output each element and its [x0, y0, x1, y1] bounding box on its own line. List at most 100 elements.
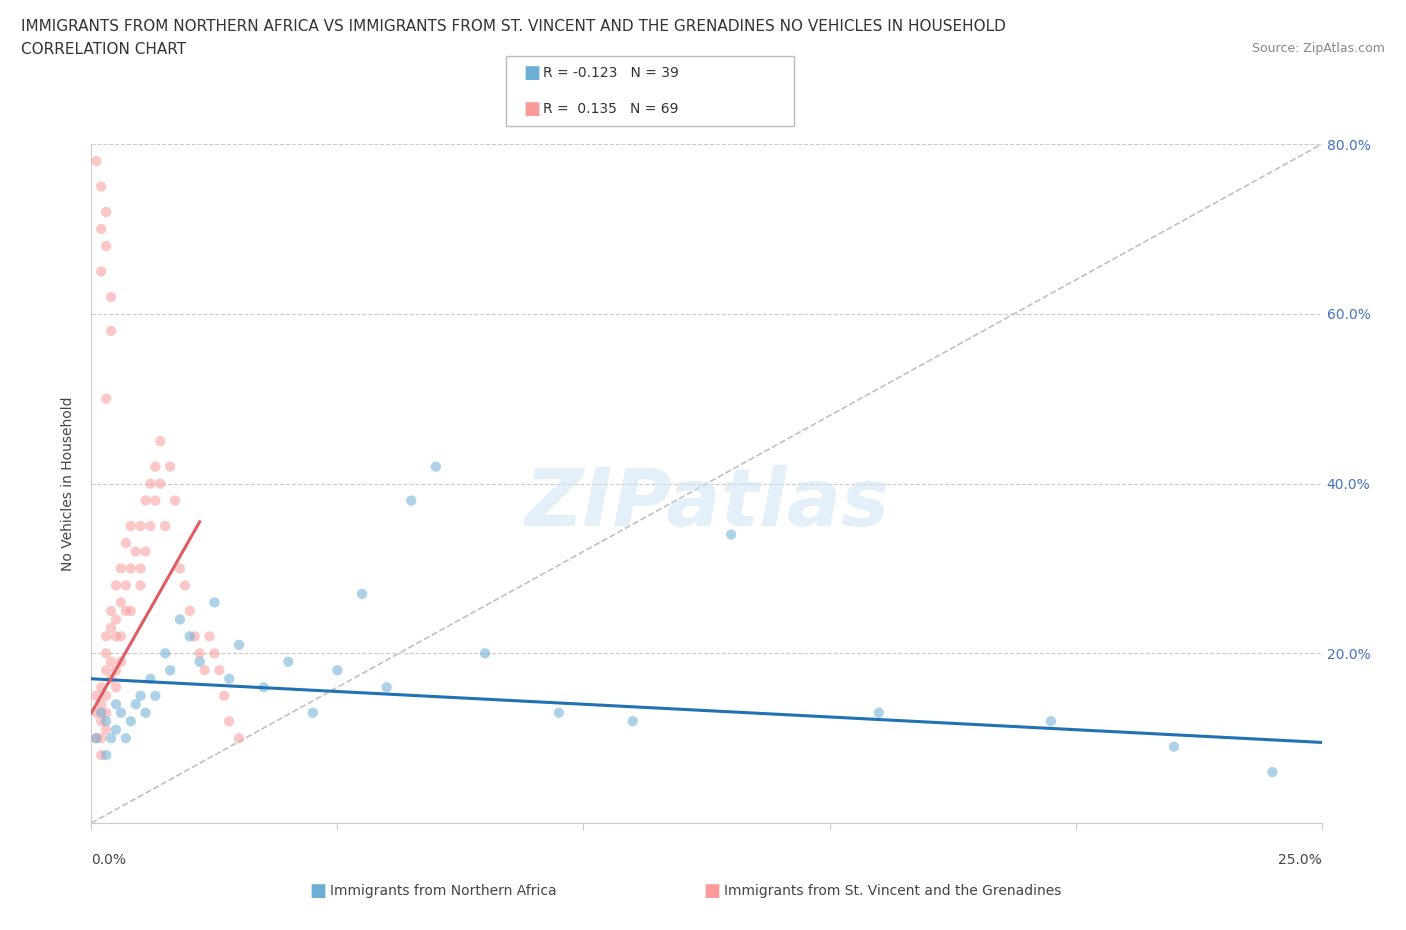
Point	[129, 561, 152, 576]
Point	[120, 714, 142, 729]
Point	[129, 578, 152, 593]
Point	[218, 714, 240, 729]
Text: ■: ■	[523, 100, 540, 118]
Point	[86, 731, 108, 746]
Point	[188, 655, 211, 670]
Point	[100, 324, 122, 339]
Text: ■: ■	[523, 63, 540, 82]
Text: CORRELATION CHART: CORRELATION CHART	[21, 42, 186, 57]
Point	[868, 705, 890, 720]
Point	[149, 476, 172, 491]
Text: Immigrants from Northern Africa: Immigrants from Northern Africa	[330, 884, 557, 898]
Point	[720, 527, 742, 542]
Point	[114, 536, 138, 551]
Point	[90, 221, 112, 236]
Point	[114, 604, 138, 618]
Point	[124, 697, 146, 711]
Point	[96, 646, 117, 661]
Point	[120, 604, 142, 618]
Point	[105, 723, 127, 737]
Point	[96, 705, 117, 720]
Point	[100, 731, 122, 746]
Text: Immigrants from St. Vincent and the Grenadines: Immigrants from St. Vincent and the Gren…	[724, 884, 1062, 898]
Point	[188, 646, 211, 661]
Point	[228, 637, 250, 652]
Point	[1039, 714, 1063, 729]
Point	[474, 646, 496, 661]
Point	[218, 671, 240, 686]
Text: R =  0.135   N = 69: R = 0.135 N = 69	[543, 101, 678, 116]
Point	[139, 476, 162, 491]
Point	[326, 663, 349, 678]
Point	[208, 663, 231, 678]
Point	[110, 705, 132, 720]
Point	[179, 604, 201, 618]
Point	[96, 205, 117, 219]
Point	[547, 705, 569, 720]
Point	[110, 561, 132, 576]
Point	[105, 663, 127, 678]
Point	[120, 561, 142, 576]
Point	[110, 655, 132, 670]
Point	[1163, 739, 1185, 754]
Point	[135, 705, 156, 720]
Text: 25.0%: 25.0%	[1278, 853, 1322, 868]
Point	[90, 731, 112, 746]
Y-axis label: No Vehicles in Household: No Vehicles in Household	[62, 396, 76, 571]
Point	[352, 587, 374, 602]
Point	[277, 655, 299, 670]
Point	[159, 663, 181, 678]
Point	[90, 680, 112, 695]
Text: ZIPatlas: ZIPatlas	[524, 465, 889, 543]
Text: ■: ■	[309, 882, 326, 900]
Point	[90, 705, 112, 720]
Point	[149, 433, 172, 448]
Point	[129, 519, 152, 534]
Point	[301, 705, 323, 720]
Point	[96, 688, 117, 703]
Point	[1261, 764, 1284, 779]
Point	[135, 544, 156, 559]
Point	[90, 748, 112, 763]
Point	[120, 519, 142, 534]
Point	[90, 264, 112, 279]
Text: R = -0.123   N = 39: R = -0.123 N = 39	[543, 65, 679, 80]
Point	[96, 629, 117, 644]
Point	[110, 629, 132, 644]
Point	[169, 612, 191, 627]
Point	[159, 459, 181, 474]
Point	[86, 731, 108, 746]
Point	[183, 629, 207, 644]
Point	[96, 714, 117, 729]
Point	[228, 731, 250, 746]
Text: Source: ZipAtlas.com: Source: ZipAtlas.com	[1251, 42, 1385, 55]
Point	[153, 519, 177, 534]
Point	[174, 578, 197, 593]
Point	[202, 646, 225, 661]
Point	[124, 544, 146, 559]
Point	[100, 671, 122, 686]
Point	[114, 578, 138, 593]
Point	[96, 748, 117, 763]
Point	[100, 620, 122, 635]
Point	[212, 688, 235, 703]
Point	[96, 663, 117, 678]
Point	[621, 714, 644, 729]
Point	[90, 714, 112, 729]
Point	[86, 153, 108, 168]
Point	[105, 578, 127, 593]
Point	[129, 688, 152, 703]
Point	[100, 655, 122, 670]
Point	[179, 629, 201, 644]
Point	[139, 671, 162, 686]
Point	[105, 612, 127, 627]
Text: ■: ■	[703, 882, 720, 900]
Point	[86, 688, 108, 703]
Point	[145, 688, 166, 703]
Point	[399, 493, 422, 508]
Point	[110, 595, 132, 610]
Point	[105, 697, 127, 711]
Point	[153, 646, 177, 661]
Point	[193, 663, 217, 678]
Point	[139, 519, 162, 534]
